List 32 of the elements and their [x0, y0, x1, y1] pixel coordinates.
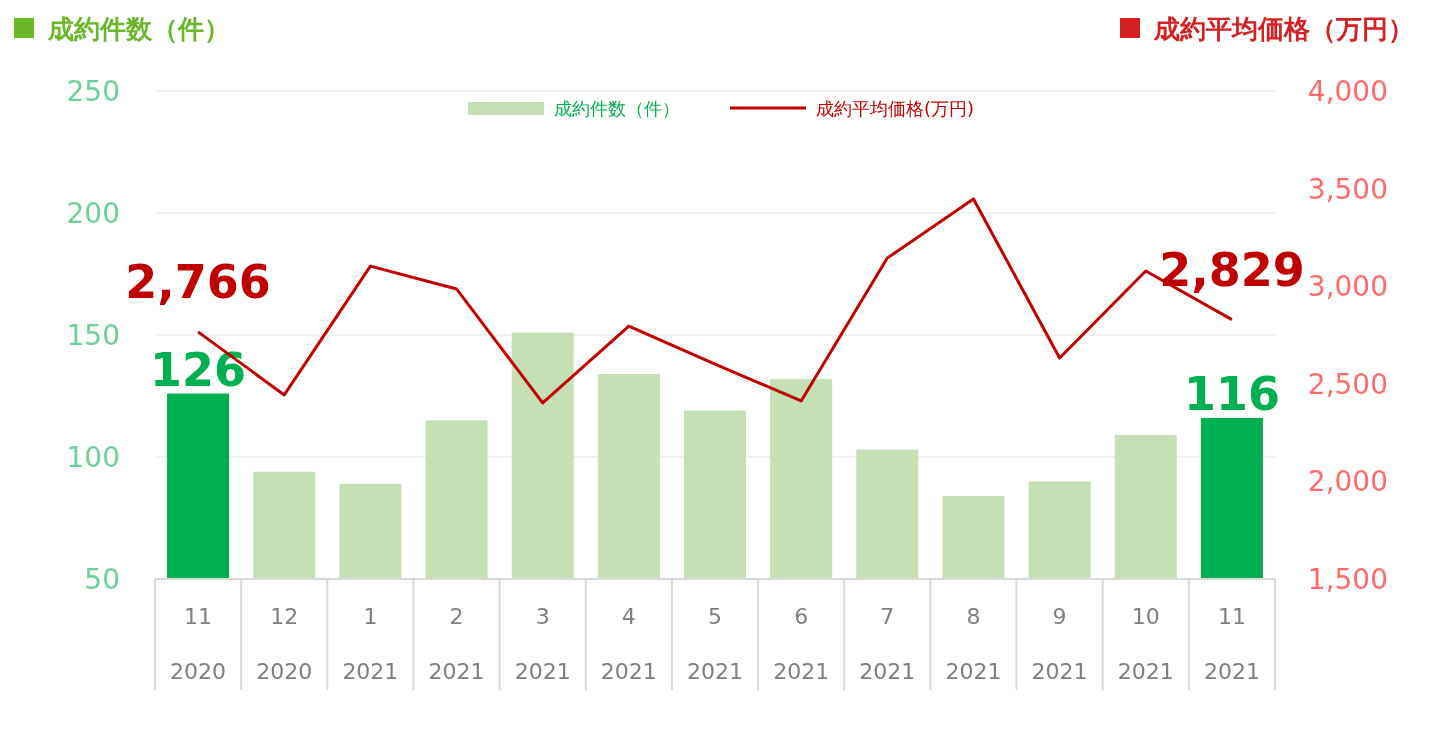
y-tick-label: 150: [66, 319, 120, 352]
legend-label: 成約平均価格(万円): [816, 98, 975, 119]
category-label: 5 2021: [687, 604, 743, 684]
y-axis-title: 成約件数（件）: [47, 14, 230, 44]
y-tick-label: 100: [66, 441, 120, 474]
category-label: 1 2021: [342, 604, 399, 684]
y-tick-label: 50: [84, 563, 120, 596]
y2-tick-label: 4,000: [1307, 75, 1388, 108]
y2-tick-label: 2,000: [1307, 465, 1388, 499]
data-label: 126: [150, 342, 247, 397]
legend-label: 成約件数（件）: [554, 98, 680, 119]
category-label: 9 2021: [1031, 604, 1088, 684]
category-label: 6 2021: [773, 604, 830, 684]
category-label: 11 2021: [1203, 604, 1260, 684]
category-label: 2 2021: [428, 604, 485, 684]
category-label: 10 2021: [1117, 604, 1174, 684]
y2-axis-title: 成約平均価格（万円）: [1153, 14, 1414, 44]
category-label: 8 2021: [945, 604, 1002, 684]
data-label: 2,829: [1159, 242, 1305, 297]
category-label: 12 2020: [256, 604, 313, 684]
data-label: 2,766: [125, 254, 271, 309]
data-label: 116: [1183, 366, 1280, 421]
y-tick-label: 200: [66, 197, 120, 230]
category-label: 3 2021: [514, 604, 571, 684]
category-label: 11 2020: [170, 604, 227, 684]
category-label: 4 2021: [600, 604, 657, 684]
y2-tick-label: 2,500: [1307, 367, 1388, 401]
y2-tick-label: 3,500: [1307, 172, 1388, 206]
y2-tick-label: 3,000: [1307, 270, 1388, 304]
category-label: 7 2021: [859, 604, 916, 684]
y-tick-label: 250: [66, 75, 120, 108]
y2-tick-label: 1,500: [1307, 563, 1388, 596]
